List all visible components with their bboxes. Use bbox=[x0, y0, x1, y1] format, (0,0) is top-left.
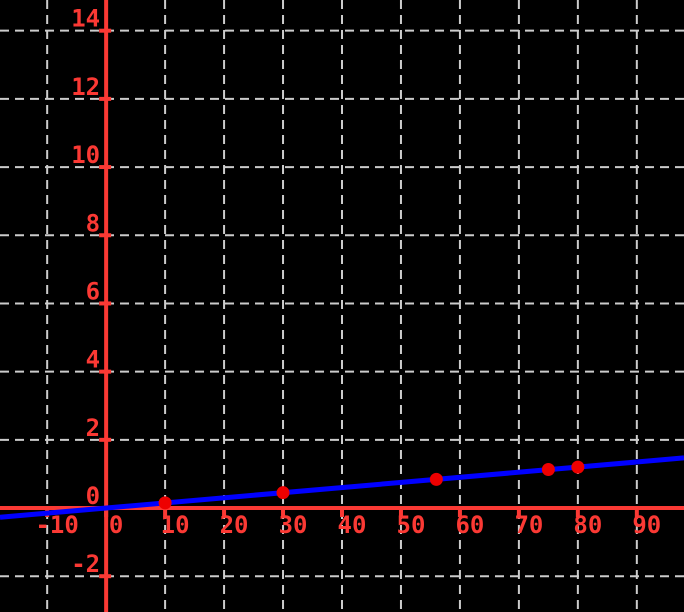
y-tick-label: 0 bbox=[86, 482, 100, 510]
y-tick-label: 2 bbox=[86, 414, 100, 442]
data-point bbox=[158, 496, 172, 510]
data-point bbox=[276, 486, 290, 500]
function-line bbox=[0, 455, 684, 520]
data-point bbox=[571, 460, 585, 474]
x-tick-label: 70 bbox=[514, 511, 543, 539]
x-tick-label: 10 bbox=[161, 511, 190, 539]
y-tick-label: -2 bbox=[71, 550, 100, 578]
y-tick-label: 12 bbox=[71, 73, 100, 101]
data-point bbox=[429, 472, 443, 486]
y-tick-label: 14 bbox=[71, 5, 100, 33]
x-tick-label: 50 bbox=[397, 511, 426, 539]
data-point bbox=[541, 462, 555, 476]
y-tick-label: 8 bbox=[86, 209, 100, 237]
x-tick-label: 20 bbox=[220, 511, 249, 539]
x-tick-label: 40 bbox=[338, 511, 367, 539]
x-tick-label: 90 bbox=[632, 511, 661, 539]
x-tick-label: 60 bbox=[455, 511, 484, 539]
x-tick-label: 80 bbox=[573, 511, 602, 539]
x-tick-label: -10 bbox=[35, 511, 78, 539]
y-tick-label: 6 bbox=[86, 277, 100, 305]
y-tick-label: 10 bbox=[71, 141, 100, 169]
x-tick-label: 0 bbox=[109, 511, 123, 539]
y-tick-label: 4 bbox=[86, 346, 100, 374]
x-tick-label: 30 bbox=[279, 511, 308, 539]
